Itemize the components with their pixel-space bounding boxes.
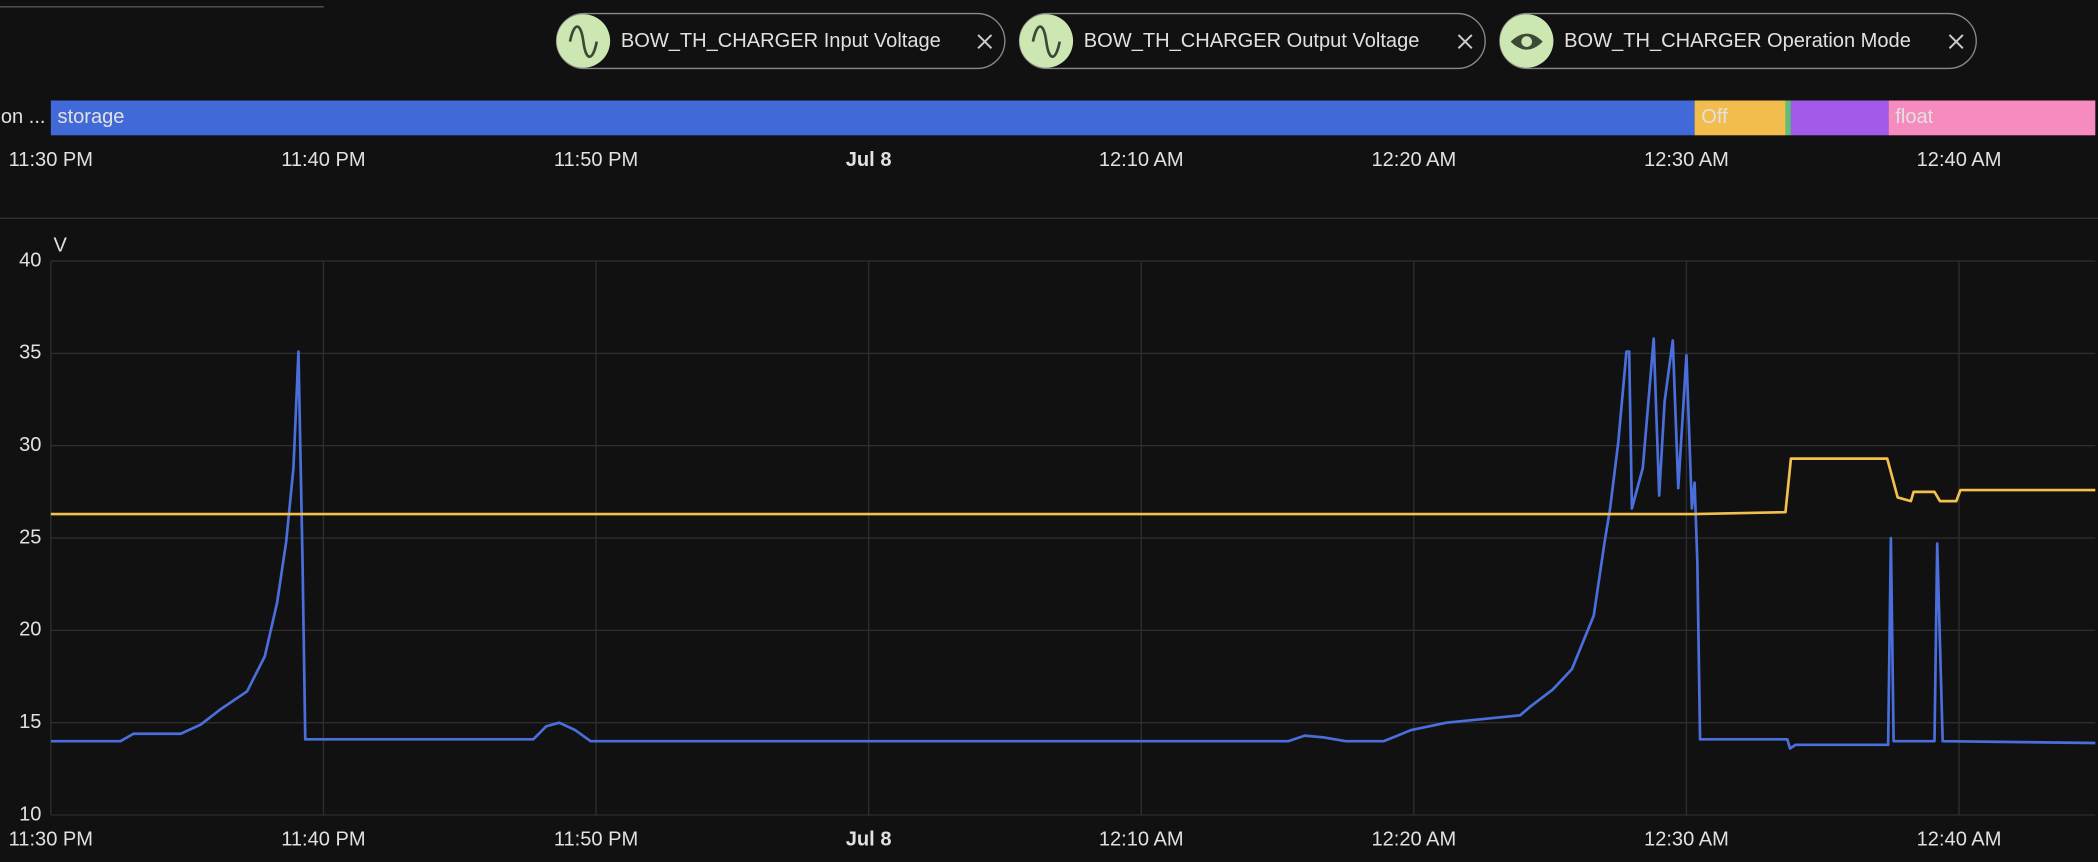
legend-chip[interactable]: BOW_TH_CHARGER Operation Mode xyxy=(1499,12,1977,70)
chip-icon-pupil xyxy=(1521,36,1533,47)
segment-label: Off xyxy=(1701,106,1728,128)
chip-icon xyxy=(1031,25,1062,59)
chip-close[interactable] xyxy=(1948,34,1964,50)
y-tick-label: 20 xyxy=(19,619,41,641)
x-tick-label: 11:30 PM xyxy=(9,829,93,851)
y-tick-label: 10 xyxy=(19,803,41,825)
chip-close[interactable] xyxy=(977,34,993,50)
data-line xyxy=(50,337,2096,750)
y-tick-label: 30 xyxy=(19,434,41,456)
timeline-segment xyxy=(50,100,1695,136)
x-tick-label: 11:50 PM xyxy=(554,829,638,851)
segment-label: float xyxy=(1895,106,1933,128)
y-axis-label: V xyxy=(54,235,68,257)
y-tick-label: 15 xyxy=(19,711,41,733)
x-tick-label: 11:40 PM xyxy=(281,829,365,851)
timeline-segment xyxy=(1694,100,1786,136)
x-tick-label: Jul 8 xyxy=(846,829,892,851)
x-tick-label: Jul 8 xyxy=(846,149,892,171)
x-tick-label: 12:30 AM xyxy=(1644,149,1729,171)
x-tick-label: 12:10 AM xyxy=(1099,829,1184,851)
y-tick-label: 35 xyxy=(19,342,41,364)
legend-chip[interactable]: BOW_TH_CHARGER Output Voltage xyxy=(1018,12,1486,70)
y-tick-label: 40 xyxy=(19,249,41,271)
x-tick-label: 12:40 AM xyxy=(1917,149,2002,171)
timeline-segment xyxy=(1888,100,2096,136)
row-label: on ... xyxy=(1,106,46,128)
timeline-segment xyxy=(1785,100,1791,136)
chip-icon xyxy=(568,25,599,59)
x-tick-label: 12:20 AM xyxy=(1371,829,1456,851)
x-tick-label: 12:10 AM xyxy=(1099,149,1184,171)
chip-label: BOW_TH_CHARGER Operation Mode xyxy=(1564,30,1911,52)
legend-chip[interactable]: BOW_TH_CHARGER Input Voltage xyxy=(555,12,1006,70)
x-tick-label: 11:50 PM xyxy=(554,149,638,171)
x-tick-label: 11:30 PM xyxy=(9,149,93,171)
chip-label: BOW_TH_CHARGER Input Voltage xyxy=(621,30,941,52)
chip-close[interactable] xyxy=(1457,34,1473,50)
x-tick-label: 12:20 AM xyxy=(1371,149,1456,171)
x-tick-label: 11:40 PM xyxy=(281,149,365,171)
timeline-segment xyxy=(1790,100,1889,136)
chip-label: BOW_TH_CHARGER Output Voltage xyxy=(1084,30,1420,52)
x-tick-label: 12:40 AM xyxy=(1917,829,2002,851)
x-tick-label: 12:30 AM xyxy=(1644,829,1729,851)
data-line xyxy=(50,457,2096,516)
y-tick-label: 25 xyxy=(19,526,41,548)
segment-label: storage xyxy=(58,106,125,128)
